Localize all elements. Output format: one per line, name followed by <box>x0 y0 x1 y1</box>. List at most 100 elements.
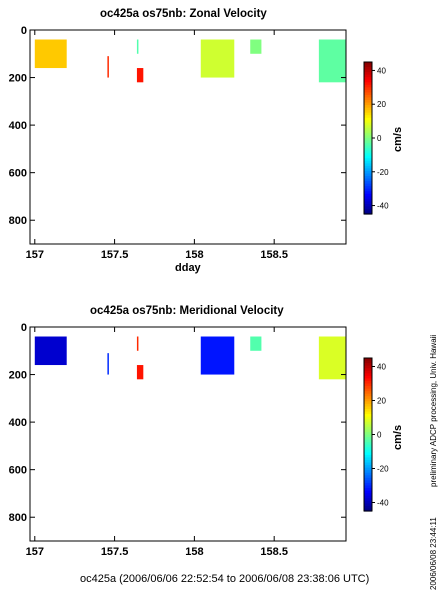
colorbar-band <box>364 403 372 408</box>
colorbar-band <box>364 130 372 134</box>
colorbar-band <box>364 183 372 187</box>
colorbar-band <box>364 365 372 369</box>
colorbar-band <box>364 490 372 494</box>
colorbar-tick-label: -20 <box>377 168 389 177</box>
velocity-patch-3 <box>136 68 144 83</box>
colorbar-band <box>364 421 372 425</box>
colorbar-band <box>364 500 372 504</box>
colorbar-band <box>364 198 372 202</box>
colorbar-band <box>364 472 372 476</box>
velocity-patch-1 <box>107 353 109 375</box>
colorbar-band <box>364 454 372 459</box>
colorbar-band <box>364 493 372 497</box>
velocity-patch-6 <box>318 336 346 380</box>
colorbar-band <box>364 97 372 101</box>
colorbar-band <box>364 188 372 192</box>
x-tick-label: 157 <box>26 546 44 558</box>
velocity-patch-0 <box>34 336 67 366</box>
colorbar-band <box>364 388 372 392</box>
colorbar-band <box>364 508 372 512</box>
colorbar-band <box>364 462 372 466</box>
velocity-patch-0 <box>34 39 67 69</box>
colorbar-band <box>364 447 372 451</box>
colorbar-band <box>364 94 372 99</box>
colorbar-tick-label: -40 <box>377 499 389 508</box>
velocity-patch-5 <box>250 39 262 54</box>
colorbar-band <box>364 482 372 487</box>
colorbar-tick-label: 40 <box>377 66 386 75</box>
colorbar-band <box>364 498 372 502</box>
colorbar-band <box>364 375 372 379</box>
y-tick-label: 600 <box>9 465 27 477</box>
y-tick-label: 600 <box>9 168 27 180</box>
velocity-patch-2 <box>136 336 139 351</box>
colorbar-band <box>364 181 372 185</box>
plot-frame <box>29 29 347 245</box>
processing-note: preliminary ADCP processing, Univ. Hawai… <box>429 334 438 487</box>
colorbar-band <box>364 206 372 210</box>
colorbar-band <box>364 370 372 374</box>
colorbar-band <box>364 148 372 152</box>
velocity-patch-3 <box>136 365 144 380</box>
colorbar-band <box>364 442 372 446</box>
colorbar-band <box>364 363 372 367</box>
velocity-patch-6 <box>318 39 346 83</box>
panel2-title: oc425a os75nb: Meridional Velocity <box>90 305 284 317</box>
colorbar-band <box>364 125 372 129</box>
x-tick-label: 157.5 <box>101 546 129 558</box>
colorbar-band <box>364 87 372 91</box>
colorbar-band <box>364 110 372 114</box>
velocity-patch-4 <box>200 39 235 78</box>
timestamp-note: 2006/06/08 23:44:11 <box>429 517 438 590</box>
colorbar-band <box>364 378 372 382</box>
colorbar-band <box>364 158 372 162</box>
x-tick-label: 157 <box>26 249 44 261</box>
colorbar-band <box>364 409 372 413</box>
panel1-xlabel: dday <box>175 262 201 274</box>
velocity-patch-5 <box>250 336 262 351</box>
y-tick-label: 400 <box>9 120 27 132</box>
colorbar-band <box>364 191 372 195</box>
colorbar-band <box>364 196 372 200</box>
colorbar-band <box>364 138 372 142</box>
colorbar-band <box>364 193 372 197</box>
colorbar-band <box>364 437 372 441</box>
colorbar-band <box>364 457 372 461</box>
colorbar-band <box>364 434 372 438</box>
colorbar-band <box>364 426 372 430</box>
colorbar-band <box>364 419 372 423</box>
colorbar-band <box>364 449 372 453</box>
colorbar-band <box>364 211 372 215</box>
colorbar-band <box>364 505 372 510</box>
colorbar-band <box>364 475 372 479</box>
colorbar-band <box>364 163 372 167</box>
colorbar-band <box>364 155 372 159</box>
colorbar-tick-label: -40 <box>377 202 389 211</box>
colorbar-band <box>364 92 372 96</box>
colorbar-band <box>364 178 372 182</box>
y-tick-label: 800 <box>9 215 27 227</box>
x-tick-label: 158.5 <box>260 249 288 261</box>
colorbar-band <box>364 358 372 362</box>
colorbar-band <box>364 393 372 397</box>
colorbar-band <box>364 460 372 464</box>
colorbar-band <box>364 74 372 78</box>
colorbar-band <box>364 82 372 86</box>
colorbar-band <box>364 416 372 420</box>
colorbar-band <box>364 117 372 121</box>
colorbar-band <box>364 452 372 456</box>
colorbar-band <box>364 373 372 377</box>
colorbar-band <box>364 401 372 405</box>
colorbar-band <box>364 439 372 443</box>
colorbar-band <box>364 503 372 507</box>
colorbar-band <box>364 176 372 180</box>
colorbar-band <box>364 153 372 157</box>
colorbar-band <box>364 145 372 149</box>
colorbar-band <box>364 77 372 81</box>
colorbar-band <box>364 203 372 207</box>
x-tick-label: 157.5 <box>101 249 129 261</box>
colorbar-band <box>364 105 372 109</box>
colorbar-band <box>364 62 372 66</box>
